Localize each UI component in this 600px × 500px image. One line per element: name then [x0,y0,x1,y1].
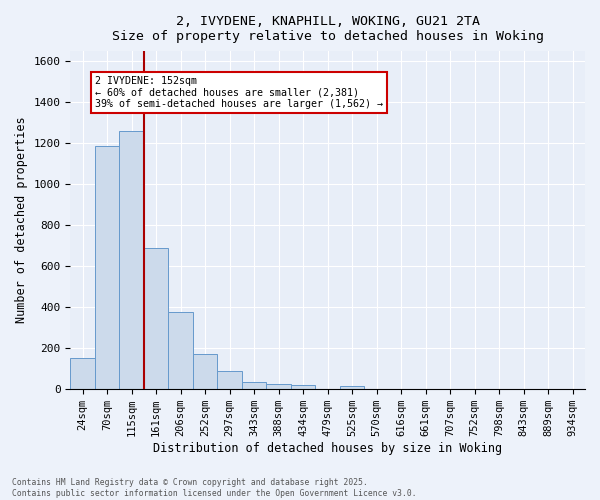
Bar [291,385,316,389]
Bar [144,248,169,389]
Title: 2, IVYDENE, KNAPHILL, WOKING, GU21 2TA
Size of property relative to detached hou: 2, IVYDENE, KNAPHILL, WOKING, GU21 2TA S… [112,15,544,43]
Bar [95,146,119,389]
Bar [242,382,266,389]
Text: 2 IVYDENE: 152sqm
← 60% of detached houses are smaller (2,381)
39% of semi-detac: 2 IVYDENE: 152sqm ← 60% of detached hous… [95,76,383,109]
Bar [266,384,291,389]
Bar [340,386,364,389]
Bar [169,312,193,389]
Bar [217,371,242,389]
Text: Contains HM Land Registry data © Crown copyright and database right 2025.
Contai: Contains HM Land Registry data © Crown c… [12,478,416,498]
Y-axis label: Number of detached properties: Number of detached properties [15,117,28,324]
X-axis label: Distribution of detached houses by size in Woking: Distribution of detached houses by size … [153,442,502,455]
Bar [193,354,217,389]
Bar [119,131,144,389]
Bar [70,358,95,389]
